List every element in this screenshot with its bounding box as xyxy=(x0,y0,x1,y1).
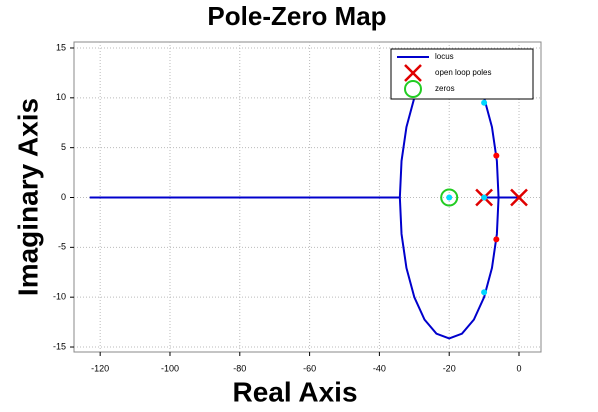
x-tick-label: -20 xyxy=(443,363,456,373)
x-tick-label: -60 xyxy=(303,363,316,373)
point-marker xyxy=(493,236,500,243)
zero-marker xyxy=(440,188,459,207)
y-tick-label: 5 xyxy=(61,142,66,152)
legend: locus open loop poles zeros xyxy=(390,48,534,100)
y-tick-label: -5 xyxy=(58,242,66,252)
x-axis-label: Real Axis xyxy=(232,376,357,407)
y-tick-label: -15 xyxy=(53,341,66,351)
y-axis-label: Imaginary Axis xyxy=(12,98,43,296)
zero-marker xyxy=(404,80,422,98)
y-tick-label: -10 xyxy=(53,292,66,302)
y-tick-label: 10 xyxy=(56,92,66,102)
x-tick-label: 0 xyxy=(517,363,522,373)
x-tick-label: -40 xyxy=(373,363,386,373)
x-tick-label: -80 xyxy=(233,363,246,373)
y-tick-label: 15 xyxy=(56,42,66,52)
point-marker xyxy=(446,194,453,201)
legend-text: zeros xyxy=(435,84,455,93)
x-tick-label: -100 xyxy=(161,363,179,373)
point-marker xyxy=(481,194,488,201)
point-marker xyxy=(481,289,488,296)
legend-text: locus xyxy=(435,52,454,61)
y-tick-label: 0 xyxy=(61,192,66,202)
pole-marker xyxy=(404,64,422,82)
x-tick-label: -120 xyxy=(91,363,109,373)
pole-cross xyxy=(404,64,422,82)
pole-marker xyxy=(510,188,528,207)
legend-text: open loop poles xyxy=(435,68,492,77)
chart-title: Pole-Zero Map xyxy=(207,1,386,31)
pole-cross xyxy=(510,188,528,207)
point-marker xyxy=(481,99,488,106)
point-marker xyxy=(493,152,500,159)
